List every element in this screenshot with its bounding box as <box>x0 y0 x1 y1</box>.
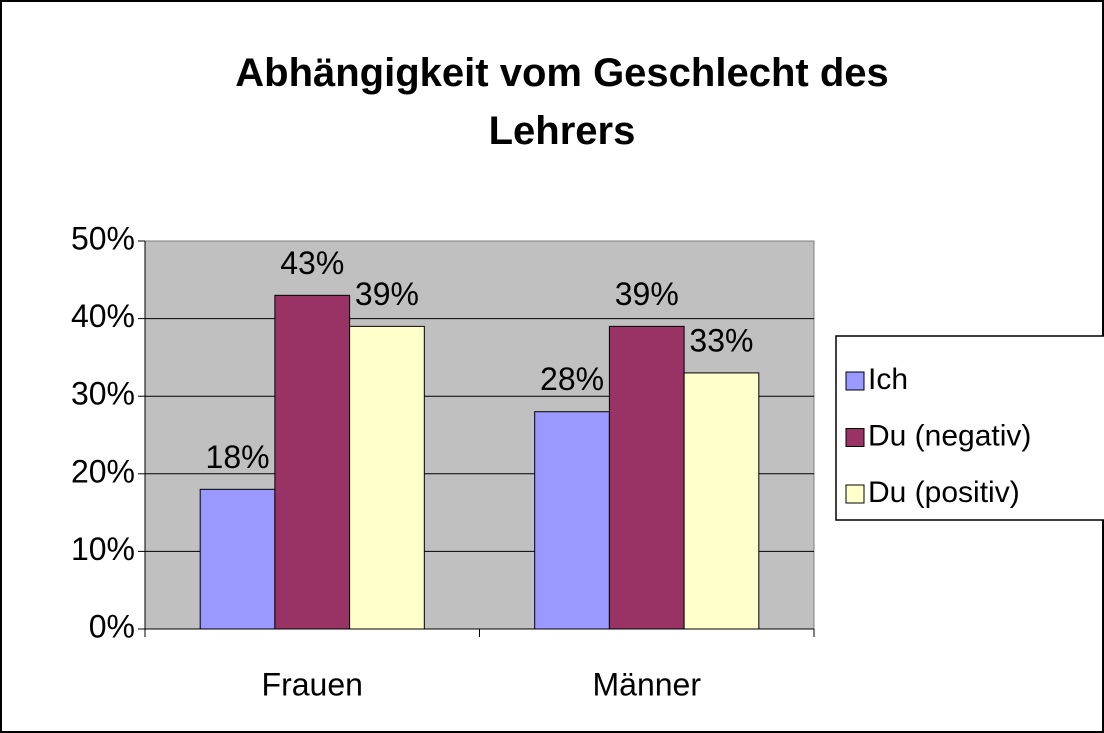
value-label: 28% <box>540 361 604 397</box>
legend-swatch <box>845 371 865 391</box>
bar <box>534 411 610 630</box>
y-tick-label: 40% <box>71 298 135 334</box>
bar <box>349 325 425 630</box>
legend-label: Du (positiv) <box>868 476 1020 509</box>
bar <box>199 488 276 630</box>
bar <box>274 294 351 630</box>
value-label: 43% <box>280 245 344 281</box>
legend-swatch <box>845 484 865 504</box>
legend-label: Ich <box>868 363 908 396</box>
value-label: 39% <box>615 276 679 312</box>
y-tick-label: 50% <box>71 220 135 256</box>
value-label: 18% <box>206 439 270 475</box>
legend-box <box>835 335 1104 521</box>
value-label: 39% <box>355 276 419 312</box>
y-tick-label: 30% <box>71 376 135 412</box>
bar <box>608 325 685 630</box>
value-label: 33% <box>689 322 753 358</box>
legend-swatch <box>845 428 865 447</box>
x-tick-label: Männer <box>593 666 702 702</box>
y-tick-label: 0% <box>89 608 135 644</box>
bar <box>683 372 760 630</box>
x-tick-label: Frauen <box>262 666 363 702</box>
y-tick-label: 20% <box>71 453 135 489</box>
chart-title: Abhängigkeit vom Geschlecht des Lehrers <box>235 51 889 153</box>
legend-label: Du (negativ) <box>868 419 1031 452</box>
y-tick-label: 10% <box>71 531 135 567</box>
